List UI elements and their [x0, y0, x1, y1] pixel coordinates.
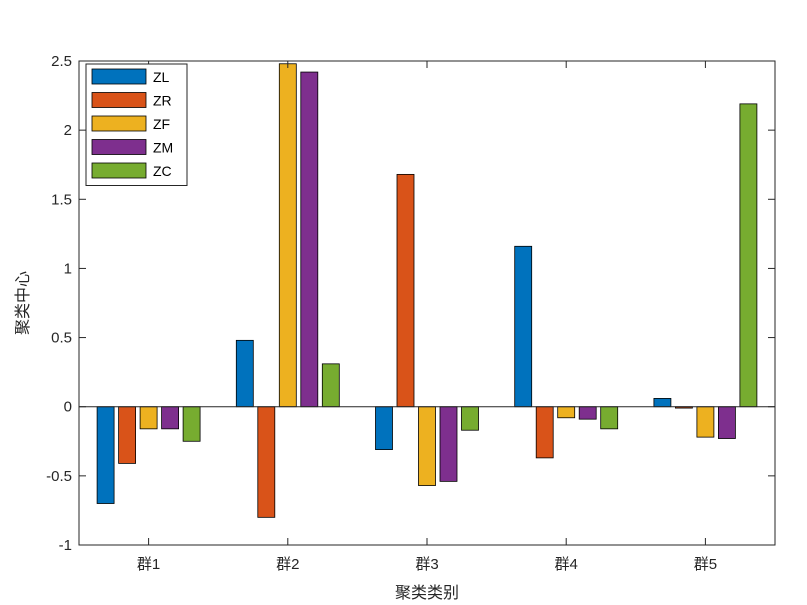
y-tick-label: 2 [64, 122, 72, 139]
x-tick-label: 群4 [555, 556, 578, 573]
legend-swatch-zl [91, 68, 147, 85]
y-tick-label: -0.5 [46, 468, 72, 485]
legend-label-zl: ZL [153, 69, 170, 85]
bar-zr-2 [257, 406, 276, 518]
legend-swatch-zm [91, 139, 147, 155]
y-tick-label: 0.5 [51, 330, 72, 347]
x-tick-label: 群3 [415, 556, 438, 573]
bar-zf-2 [278, 63, 297, 408]
bar-zf-1 [139, 406, 158, 430]
x-axis-ticks: 群1 群2 群3 群4 群5 [137, 61, 717, 573]
bar-zr-3 [396, 173, 415, 408]
x-tick-label: 群5 [694, 556, 717, 573]
bar-zm-1 [161, 406, 180, 430]
legend-label-zr: ZR [153, 93, 172, 109]
bar-zm-5 [718, 406, 736, 439]
bar-zl-2 [235, 339, 254, 408]
bar-zc-3 [461, 406, 479, 431]
legend: ZL ZR ZF ZM ZC [85, 63, 188, 186]
bar-zc-2 [321, 363, 340, 408]
bar-zc-4 [600, 406, 619, 430]
bar-zc-5 [739, 103, 758, 408]
bar-zm-3 [439, 406, 458, 482]
x-tick-label: 群1 [137, 556, 160, 573]
y-tick-label: 0 [64, 399, 72, 416]
x-axis-title: 聚类类别 [395, 583, 459, 602]
y-axis-ticks: -1 -0.5 0 0.5 1 1.5 2 2.5 [46, 53, 775, 554]
legend-label-zm: ZM [153, 140, 173, 156]
bar-zm-4 [578, 406, 597, 420]
bar-zr-1 [118, 406, 136, 464]
bar-zf-5 [696, 406, 715, 438]
bar-zf-3 [418, 406, 436, 486]
bar-zl-5 [653, 398, 672, 408]
bar-zl-1 [96, 406, 115, 504]
legend-label-zf: ZF [153, 116, 170, 132]
legend-label-zc: ZC [153, 163, 172, 179]
bar-zr-4 [535, 406, 554, 459]
y-tick-label: 2.5 [51, 53, 72, 70]
y-tick-label: -1 [59, 537, 72, 554]
bar-zl-4 [514, 245, 533, 408]
bar-zm-2 [300, 71, 319, 408]
bar-zc-1 [182, 406, 201, 442]
x-tick-label: 群2 [276, 556, 299, 573]
bar-zl-3 [375, 406, 393, 450]
legend-swatch-zr [91, 92, 147, 108]
y-axis-title: 聚类中心 [13, 271, 32, 335]
y-tick-label: 1.5 [51, 191, 72, 208]
bar-zf-4 [557, 406, 576, 419]
y-tick-label: 1 [64, 260, 72, 277]
legend-swatch-zf [91, 115, 147, 132]
plot-area: -1 -0.5 0 0.5 1 1.5 2 2.5 群1 群2 群3 群4 群5 [46, 53, 776, 573]
legend-swatch-zc [91, 162, 147, 179]
